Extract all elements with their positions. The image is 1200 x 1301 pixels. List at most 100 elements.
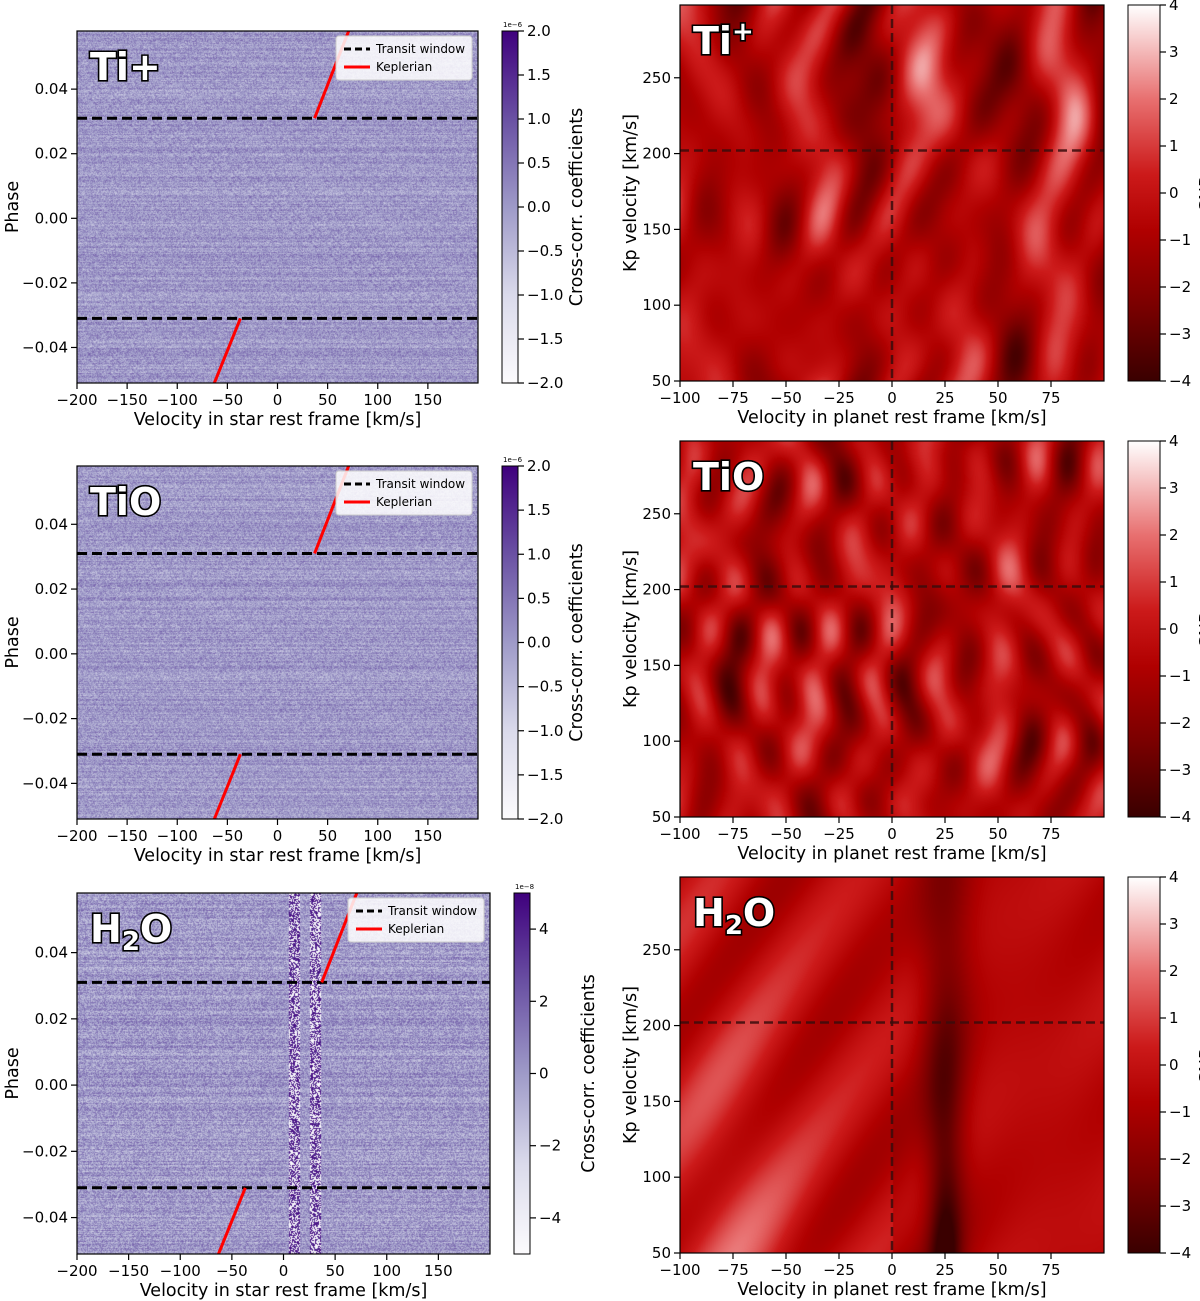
y-tick-label: 0.04 bbox=[35, 944, 68, 962]
x-axis-label: Velocity in star rest frame [km/s] bbox=[134, 846, 422, 866]
y-tick-label: 250 bbox=[642, 505, 671, 523]
colorbar-tick-label: 0.5 bbox=[527, 154, 551, 172]
y-tick-label: 150 bbox=[642, 656, 671, 674]
legend-label-keplerian: Keplerian bbox=[376, 60, 432, 74]
colorbar-tick-label: 4 bbox=[1169, 868, 1179, 886]
species-label-suffix: O bbox=[743, 891, 775, 935]
y-tick-label: −0.02 bbox=[22, 274, 68, 292]
x-tick-label: 0 bbox=[887, 825, 897, 843]
panel-ccf_tiplus: −200 −150 −100 −50 0 50 100 150 −0.04 −0.02 0.00 0.… bbox=[3, 21, 587, 430]
colorbar bbox=[501, 30, 519, 384]
keplerian-line bbox=[212, 753, 242, 820]
x-tick-label: 75 bbox=[1041, 825, 1060, 843]
panel-ccf_tio: −200 −150 −100 −50 0 50 100 150 −0.04 −0.02 0.00 0.… bbox=[3, 456, 587, 866]
colorbar-label: SNR bbox=[1197, 175, 1200, 211]
y-tick-label: 0.04 bbox=[35, 515, 68, 533]
x-tick-label: 50 bbox=[318, 827, 337, 845]
x-tick-label: 0 bbox=[279, 1262, 289, 1280]
y-tick-label: −0.04 bbox=[22, 338, 68, 356]
x-tick-label: −25 bbox=[823, 389, 855, 407]
colorbar-tick-label: −4 bbox=[1169, 1244, 1191, 1262]
y-tick-label: 250 bbox=[642, 69, 671, 87]
x-axis-label: Velocity in planet rest frame [km/s] bbox=[737, 408, 1046, 428]
colorbar-tick-label: −1 bbox=[1169, 231, 1191, 249]
x-tick-label: 50 bbox=[988, 825, 1007, 843]
colorbar-tick-label: −3 bbox=[1169, 1197, 1191, 1215]
y-tick-label: 200 bbox=[642, 581, 671, 599]
y-tick-label: 0.04 bbox=[35, 80, 68, 98]
y-tick-label: 250 bbox=[642, 941, 671, 959]
x-tick-label: 100 bbox=[363, 827, 392, 845]
colorbar-tick-label: −2.0 bbox=[527, 374, 563, 392]
heatmap-image bbox=[77, 893, 490, 1254]
legend-box bbox=[335, 470, 473, 516]
x-tick-label: −100 bbox=[157, 827, 198, 845]
x-tick-label: −100 bbox=[659, 825, 700, 843]
species-label-main: TiO bbox=[693, 455, 764, 499]
colorbar-label: SNR bbox=[1197, 1047, 1200, 1083]
colorbar-tick-label: 1 bbox=[1169, 1009, 1179, 1027]
colorbar-tick-label: 0 bbox=[1169, 184, 1179, 202]
x-tick-label: 75 bbox=[1041, 389, 1060, 407]
colorbar-tick-label: 3 bbox=[1169, 915, 1179, 933]
x-tick-label: −200 bbox=[56, 391, 97, 409]
x-tick-label: −50 bbox=[216, 1262, 248, 1280]
x-tick-label: 50 bbox=[988, 389, 1007, 407]
colorbar-tick-label: 1.0 bbox=[527, 545, 551, 563]
x-tick-label: 25 bbox=[935, 1261, 954, 1279]
colorbar-tick-label: −0.5 bbox=[527, 242, 563, 260]
colorbar-tick-label: −2 bbox=[1169, 714, 1191, 732]
species-label: TiO bbox=[693, 455, 764, 499]
x-tick-label: −150 bbox=[108, 1262, 149, 1280]
x-tick-label: −50 bbox=[212, 827, 244, 845]
colorbar-tick-label: −2.0 bbox=[527, 810, 563, 828]
panel-snr_tio: −100 −75 −50 −25 0 25 50 75 50 100 150 200 250 Veloci… bbox=[621, 432, 1200, 864]
colorbar-tick-label: −1.0 bbox=[527, 286, 563, 304]
x-tick-label: −200 bbox=[56, 827, 97, 845]
y-tick-label: 200 bbox=[642, 1017, 671, 1035]
colorbar-label: Cross-corr. coefficients bbox=[579, 974, 599, 1173]
colorbar-tick-label: 4 bbox=[1169, 0, 1179, 14]
colorbar-tick-label: 2 bbox=[1169, 526, 1179, 544]
colorbar-tick-label: 0.5 bbox=[527, 589, 551, 607]
legend-box bbox=[347, 897, 485, 943]
y-axis-label: Kp velocity [km/s] bbox=[621, 114, 641, 272]
colorbar-tick-label: 0 bbox=[539, 1065, 549, 1083]
colorbar bbox=[513, 892, 531, 1255]
y-axis-label: Kp velocity [km/s] bbox=[621, 986, 641, 1144]
y-tick-label: 0.02 bbox=[35, 1010, 68, 1028]
colorbar-tick-label: −2 bbox=[539, 1137, 561, 1155]
x-tick-label: −200 bbox=[56, 1262, 97, 1280]
x-tick-label: −50 bbox=[212, 391, 244, 409]
y-tick-label: 50 bbox=[652, 372, 671, 390]
colorbar-tick-label: 0 bbox=[1169, 620, 1179, 638]
colorbar-tick-label: −3 bbox=[1169, 325, 1191, 343]
y-tick-label: 0.00 bbox=[35, 209, 68, 227]
legend-label-keplerian: Keplerian bbox=[376, 495, 432, 509]
y-tick-label: −0.02 bbox=[22, 710, 68, 728]
x-tick-label: −100 bbox=[659, 1261, 700, 1279]
colorbar bbox=[501, 465, 519, 820]
colorbar-tick-label: 2 bbox=[539, 992, 549, 1010]
y-tick-label: 150 bbox=[642, 220, 671, 238]
colorbar-tick-label: 4 bbox=[1169, 432, 1179, 450]
colorbar bbox=[1127, 876, 1161, 1254]
y-tick-label: 200 bbox=[642, 145, 671, 163]
colorbar-tick-label: −1 bbox=[1169, 667, 1191, 685]
y-tick-label: 0.02 bbox=[35, 145, 68, 163]
colorbar-tick-label: 1.5 bbox=[527, 66, 551, 84]
colorbar-tick-label: 3 bbox=[1169, 43, 1179, 61]
species-label-main: TiO bbox=[90, 480, 161, 524]
x-tick-label: 0 bbox=[887, 1261, 897, 1279]
species-label: Ti+ bbox=[693, 17, 754, 63]
x-tick-label: 0 bbox=[273, 391, 283, 409]
species-label-main: Ti bbox=[693, 19, 732, 63]
y-tick-label: 100 bbox=[642, 296, 671, 314]
colorbar-tick-label: −4 bbox=[539, 1209, 561, 1227]
x-tick-label: 75 bbox=[1041, 1261, 1060, 1279]
y-axis-label: Phase bbox=[3, 181, 23, 233]
colorbar-tick-label: −4 bbox=[1169, 808, 1191, 826]
x-tick-label: 150 bbox=[414, 391, 443, 409]
species-label-main: Ti+ bbox=[90, 45, 161, 89]
